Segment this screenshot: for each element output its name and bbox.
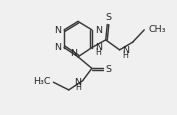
- Text: N: N: [54, 26, 61, 35]
- Text: H: H: [75, 83, 81, 92]
- Text: S: S: [105, 13, 111, 22]
- Text: H: H: [95, 47, 101, 56]
- Text: H₃C: H₃C: [33, 76, 50, 85]
- Text: N: N: [54, 42, 61, 51]
- Text: N: N: [95, 42, 102, 51]
- Text: N: N: [95, 26, 102, 35]
- Text: N: N: [74, 77, 81, 86]
- Text: CH₃: CH₃: [149, 25, 166, 34]
- Text: S: S: [106, 64, 112, 73]
- Text: N: N: [70, 48, 77, 57]
- Text: H: H: [122, 51, 128, 59]
- Text: N: N: [122, 45, 129, 54]
